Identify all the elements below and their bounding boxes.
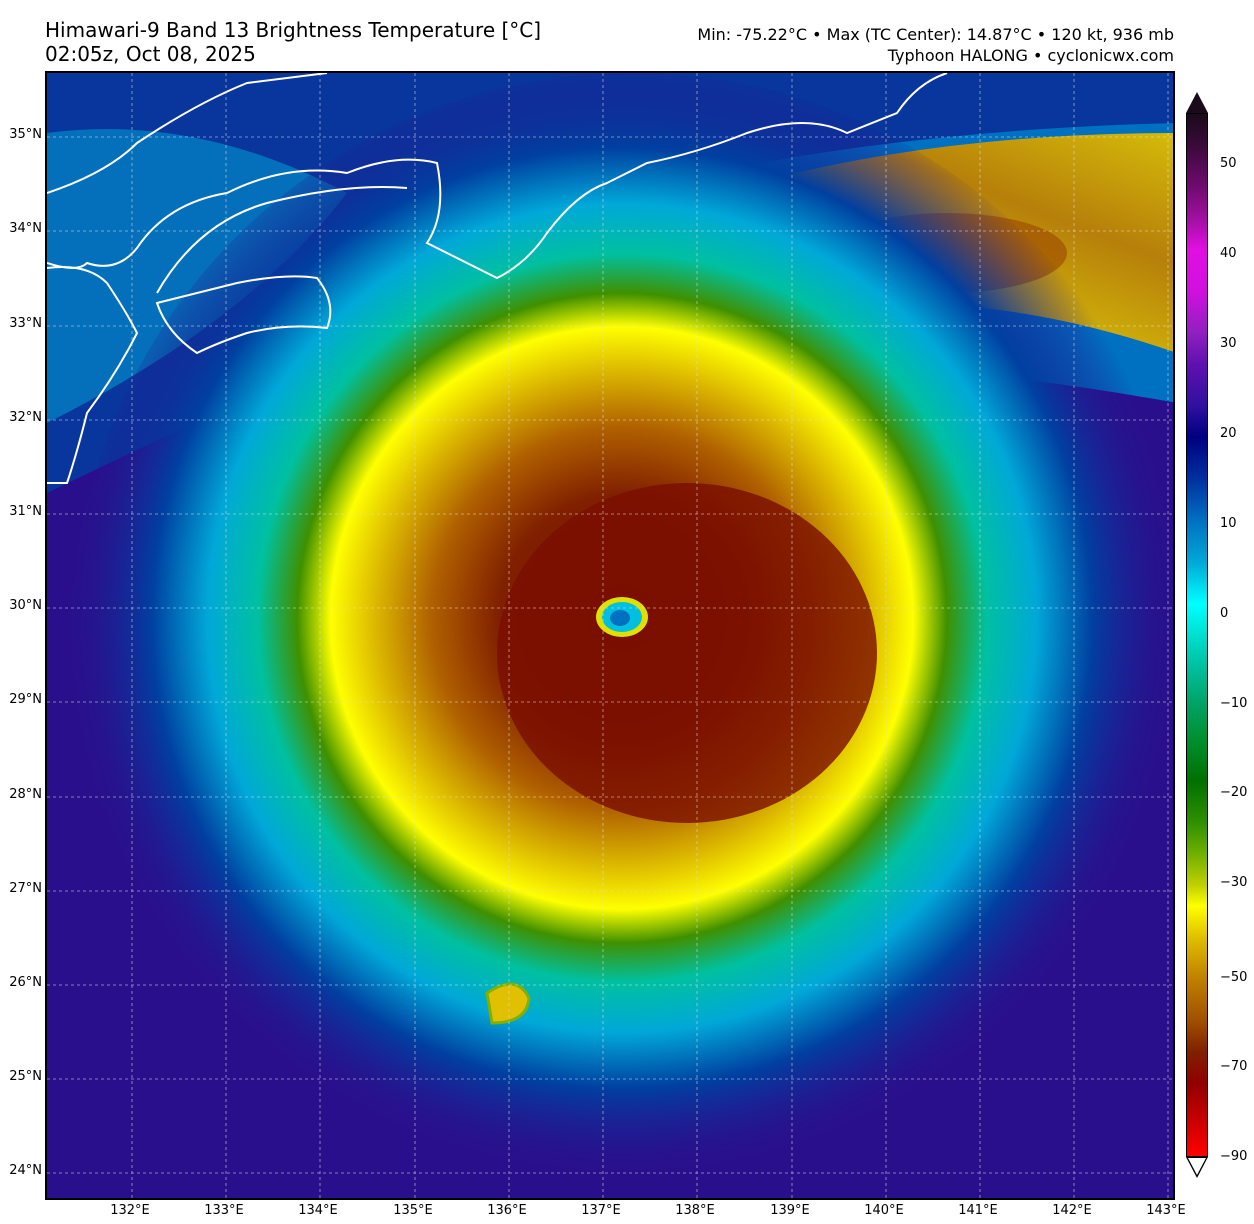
coastline bbox=[47, 73, 948, 484]
colorbar-label: 20 bbox=[1220, 426, 1237, 441]
chart-title-block: Himawari-9 Band 13 Brightness Temperatur… bbox=[45, 18, 541, 66]
stats-text: Min: -75.22°C • Max (TC Center): 14.87°C… bbox=[697, 25, 1174, 44]
colorbar-label: −90 bbox=[1220, 1149, 1248, 1164]
graticule bbox=[47, 73, 1173, 1198]
satellite-imagery bbox=[47, 73, 1173, 1198]
lon-label: 137°E bbox=[581, 1203, 621, 1218]
lon-label: 134°E bbox=[298, 1203, 338, 1218]
lat-label: 30°N bbox=[9, 598, 42, 613]
lon-label: 138°E bbox=[675, 1203, 715, 1218]
colorbar-label: −70 bbox=[1220, 1059, 1248, 1074]
colorbar-bottom-extend-fill bbox=[1188, 1158, 1206, 1175]
lat-label: 26°N bbox=[9, 975, 42, 990]
colorbar-label: −20 bbox=[1220, 785, 1248, 800]
lat-label: 24°N bbox=[9, 1163, 42, 1178]
lat-label: 32°N bbox=[9, 410, 42, 425]
colorbar-label: 40 bbox=[1220, 246, 1237, 261]
chart-title: Himawari-9 Band 13 Brightness Temperatur… bbox=[45, 18, 542, 42]
lat-label: 28°N bbox=[9, 787, 42, 802]
lat-label: 34°N bbox=[9, 221, 42, 236]
stats-block: Min: -75.22°C • Max (TC Center): 14.87°C… bbox=[697, 24, 1174, 66]
satellite-map bbox=[45, 71, 1175, 1200]
colorbar-label: −10 bbox=[1220, 696, 1248, 711]
lat-label: 35°N bbox=[9, 127, 42, 142]
colorbar-label: 0 bbox=[1220, 606, 1229, 621]
colorbar-top-extend bbox=[1186, 92, 1208, 113]
colorbar-label: 50 bbox=[1220, 156, 1237, 171]
lon-label: 135°E bbox=[393, 1203, 433, 1218]
lat-label: 33°N bbox=[9, 316, 42, 331]
colorbar-label: −50 bbox=[1220, 970, 1248, 985]
colorbar-label: 10 bbox=[1220, 516, 1237, 531]
timestamp: 02:05z, Oct 08, 2025 bbox=[45, 42, 256, 66]
lon-label: 136°E bbox=[487, 1203, 527, 1218]
lon-label: 132°E bbox=[110, 1203, 150, 1218]
lon-label: 140°E bbox=[864, 1203, 904, 1218]
lon-label: 139°E bbox=[770, 1203, 810, 1218]
colorbar bbox=[1186, 113, 1208, 1157]
lat-label: 27°N bbox=[9, 881, 42, 896]
lat-label: 31°N bbox=[9, 504, 42, 519]
lat-label: 25°N bbox=[9, 1069, 42, 1084]
lon-label: 133°E bbox=[204, 1203, 244, 1218]
lat-label: 29°N bbox=[9, 692, 42, 707]
credit-text: Typhoon HALONG • cyclonicwx.com bbox=[887, 46, 1174, 65]
lon-label: 143°E bbox=[1146, 1203, 1186, 1218]
lon-label: 142°E bbox=[1052, 1203, 1092, 1218]
lon-label: 141°E bbox=[958, 1203, 998, 1218]
colorbar-label: 30 bbox=[1220, 336, 1237, 351]
colorbar-label: −30 bbox=[1220, 875, 1248, 890]
